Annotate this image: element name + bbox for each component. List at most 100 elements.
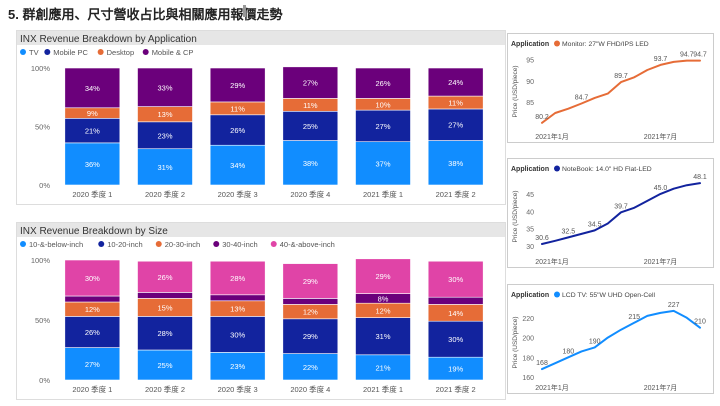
application-breakdown-chart: INX Revenue Breakdown by Application TV Mo… [16,30,506,205]
data-label: 28% [157,329,172,338]
y-tick-label: 200 [522,336,534,343]
data-label: 21% [85,127,100,136]
data-label: 89.7 [614,73,628,80]
legend-marker-10-20-inch [98,241,105,247]
data-label: 84.7 [575,95,589,102]
data-label: 29% [230,81,245,90]
data-label: 13% [157,110,172,119]
x-tick-label: 2020 季度 2 [145,189,185,199]
data-label: 38% [448,159,463,168]
x-tick-label: 2020 季度 4 [290,384,330,394]
bar-segment-30-40-inch [64,295,121,303]
x-tick-label: 2020 季度 3 [218,189,258,199]
legend-marker-10-below-inch [20,241,26,247]
legend-header: Application [511,166,549,173]
bar-segment-30-40-inch [427,296,484,305]
bar-segment-10-below-inch [282,353,339,381]
x-tick-label: 2021年7月 [644,383,677,392]
data-label: 34.5 [588,221,602,228]
data-label: 45.0 [654,185,668,192]
bar-segment-mobile-cp [209,67,266,103]
legend-label-mobile-pc: Mobile PC [53,48,88,57]
data-label: 80.2 [535,114,549,121]
bar-segment-mobile-cp [137,67,193,107]
chart-title-bar [17,223,505,237]
legend-marker-tv [20,49,26,55]
legend-header: Application [511,41,549,48]
legend-label-40-above-inch: 40-&-above-inch [280,240,335,249]
legend-label-10-below-inch: 10-&-below-inch [29,240,83,249]
data-label: 34% [230,161,245,170]
data-label: 26% [157,273,172,282]
x-tick-label: 2020 季度 2 [145,384,185,394]
y-tick-label: 90 [526,79,534,86]
bar-segment-40-above-inch [209,260,266,296]
data-label: 28% [230,274,245,283]
series-line [541,182,701,245]
legend-series-name: Monitor: 27"W FHD/IPS LED [562,41,649,48]
data-label: 11% [448,99,463,108]
y-axis-label: Price (USD/piece) [512,316,519,368]
chart-frame [507,284,714,394]
data-label: 33% [157,83,172,92]
x-tick-label: 2021年7月 [644,132,677,141]
data-label: 14% [448,309,463,318]
y-tick-label: 30 [526,244,534,251]
bar-segment-40-above-inch [355,258,411,294]
x-tick-label: 2021年7月 [644,257,677,266]
data-label: 19% [448,365,463,374]
bar-segment-mobile-pc [282,110,339,141]
y-tick-label: 100% [31,64,51,73]
data-label: 36% [85,160,100,169]
data-label: 15% [157,303,172,312]
y-tick-label: 50% [35,123,50,132]
data-label: 22% [303,363,318,372]
data-label: 30% [448,335,463,344]
bar-segment-40-above-inch [137,260,193,293]
data-label: 180 [562,348,574,355]
legend-marker-20-30-inch [155,241,162,247]
y-tick-label: 40 [526,209,534,216]
data-label: 26% [230,126,245,135]
bar-segment-40-above-inch [64,259,121,297]
tv-price-chart: Application LCD TV: 55"W UHD Open-Cell Pri… [507,284,714,394]
data-label: 48.1 [693,174,707,181]
data-label: 30% [85,274,100,283]
data-label: 168 [536,360,548,367]
data-label: 31% [157,163,172,172]
bar-segment-10-20-inch [427,320,484,358]
data-label: 27% [85,360,100,369]
y-tick-label: 0% [39,181,50,190]
legend-marker-30-40-inch [213,241,220,247]
title-divider [243,5,246,17]
chart-title-bar [17,31,505,45]
bar-segment-mobile-cp [64,67,121,109]
data-label: 8% [378,294,389,303]
y-tick-label: 50% [35,316,50,325]
x-tick-label: 2021 季度 2 [436,189,476,199]
bar-segment-mobile-cp [355,67,411,99]
legend-header: Application [511,292,549,299]
bar-segment-30-40-inch [137,292,193,299]
y-tick-label: 160 [522,375,534,382]
data-label: 25% [157,361,172,370]
bar-segment-mobile-cp [427,67,484,97]
data-label: 9% [87,109,98,118]
data-label: 30% [230,330,245,339]
y-tick-label: 220 [522,316,534,323]
data-label: 26% [85,328,100,337]
bar-segment-30-40-inch [282,298,339,305]
data-label: 11% [230,104,245,113]
data-label: 31% [375,332,390,341]
notebook-price-chart: Application NoteBook: 14.0" HD Flat-LED Pr… [507,158,714,268]
y-axis-label: Price (USD/piece) [512,65,519,117]
data-label: 27% [375,122,390,131]
legend-label-tv: TV [29,48,39,57]
data-label: 24% [448,78,463,87]
data-label: 12% [375,306,390,315]
data-label: 93.7 [654,56,668,63]
bar-segment-mobile-pc [64,118,121,144]
data-label: 32.5 [562,228,576,235]
y-tick-label: 0% [39,376,50,385]
data-label: 210 [694,319,706,326]
